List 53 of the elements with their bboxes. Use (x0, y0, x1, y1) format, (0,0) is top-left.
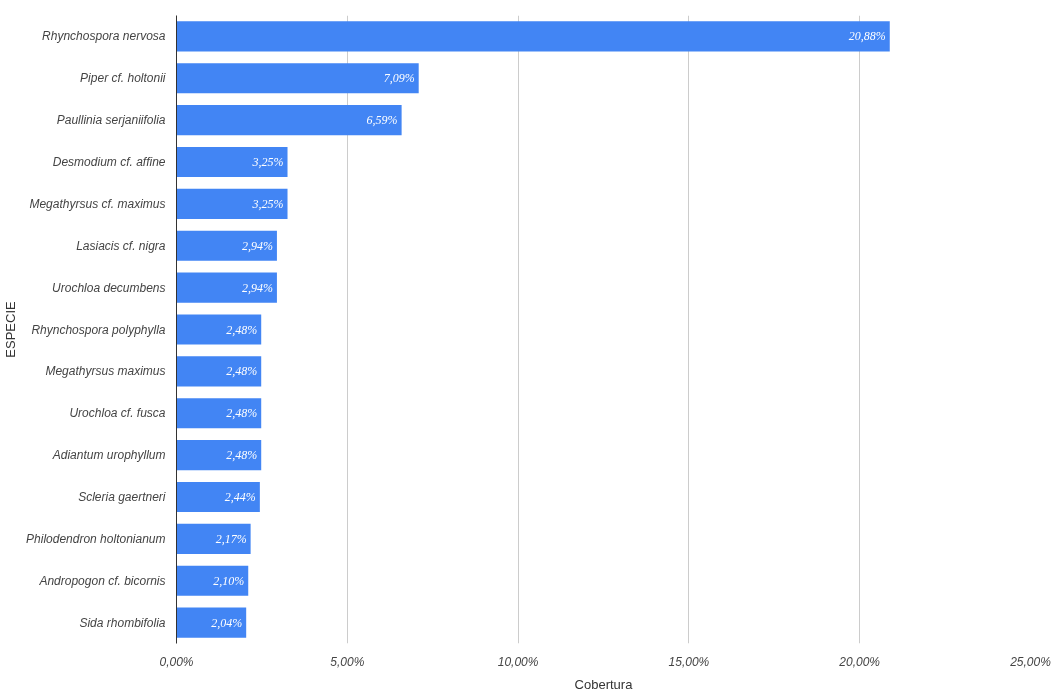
data-label: 2,17% (215, 531, 247, 546)
data-label: 2,04% (211, 615, 243, 630)
bar (176, 565, 249, 596)
y-tick-label: Rhynchospora nervosa (42, 29, 166, 44)
y-tick-label: Rhynchospora polyphylla (31, 322, 166, 337)
data-label: 2,48% (226, 448, 258, 463)
y-tick-label: Urochloa cf. fusca (69, 406, 166, 421)
data-label: 2,44% (224, 489, 256, 504)
bar (176, 21, 890, 52)
y-tick-label: Lasiacis cf. nigra (76, 238, 166, 253)
y-tick-label: Megathyrsus cf. maximus (29, 196, 166, 211)
data-label: 7,09% (383, 71, 415, 86)
x-tick-label: 0,00% (159, 654, 194, 669)
bar (176, 440, 262, 471)
y-tick-label: Urochloa decumbens (52, 280, 166, 295)
bar (176, 398, 262, 429)
x-axis-title: Cobertura (574, 676, 634, 692)
bar (176, 146, 288, 178)
data-label: 3,25% (251, 155, 284, 170)
x-tick-label: 5,00% (330, 654, 365, 669)
x-tick-label: 20,00% (838, 654, 881, 669)
y-tick-label: Desmodium cf. affine (52, 155, 166, 170)
bar (176, 356, 262, 387)
y-tick-label: Scleria gaertneri (78, 489, 166, 504)
y-tick-label: Adiantum urophyllum (51, 448, 166, 463)
data-label: 2,48% (226, 406, 258, 421)
x-tick-label: 15,00% (668, 654, 710, 669)
bar (176, 523, 251, 554)
y-axis-title: ESPECIE (3, 300, 19, 358)
x-tick-label: 10,00% (497, 654, 539, 669)
bar (176, 230, 277, 261)
bar (176, 105, 402, 136)
bar (176, 272, 277, 303)
y-tick-label: Megathyrsus maximus (45, 364, 166, 379)
y-tick-label: Sida rhombifolia (79, 615, 166, 630)
data-label: 6,59% (366, 113, 398, 128)
data-label: 2,48% (226, 364, 258, 379)
data-label: 2,94% (241, 280, 273, 295)
y-tick-label: Andropogon cf. bicornis (38, 573, 166, 588)
bar (176, 607, 247, 638)
y-tick-label: Philodendron holtonianum (26, 531, 166, 546)
bar (176, 481, 260, 513)
data-label: 2,94% (241, 238, 273, 253)
y-tick-label: Piper cf. holtonii (80, 71, 166, 86)
x-tick-label: 25,00% (1009, 654, 1052, 669)
data-label: 3,25% (251, 196, 284, 211)
bar (176, 188, 288, 219)
y-tick-label: Paullinia serjaniifolia (56, 113, 166, 128)
bar (176, 63, 419, 94)
bar (176, 314, 262, 345)
data-label: 2,10% (213, 573, 245, 588)
data-label: 20,88% (848, 29, 886, 44)
data-label: 2,48% (226, 322, 258, 337)
